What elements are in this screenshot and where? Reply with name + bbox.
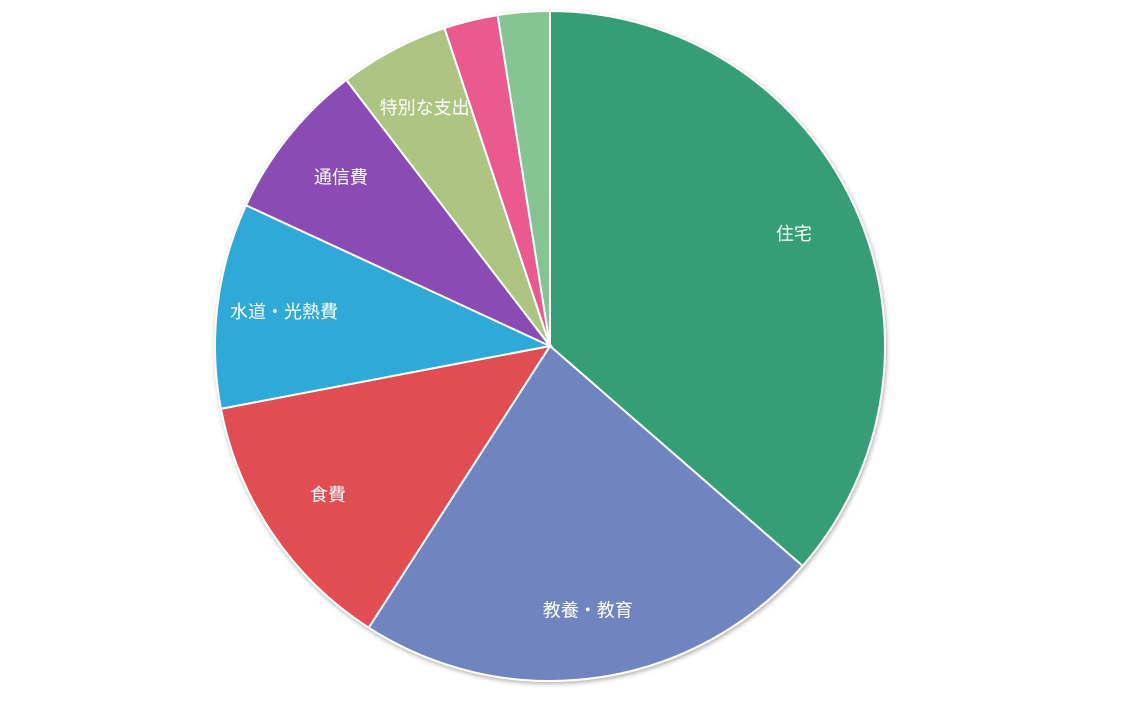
pie-slice [219,344,553,630]
pie-slice [367,344,805,682]
slice-label: 水道・光熱費 [230,302,338,323]
pie-slice [244,78,551,347]
pie-slice [496,9,551,347]
slice-label: 住宅 [776,224,812,245]
slice-label: 教養・教育 [543,600,633,621]
pie-slice [214,203,554,410]
pie-slice [549,9,886,568]
slice-label: 特別な支出 [380,98,470,119]
slice-label: 通信費 [314,167,368,188]
pie [214,9,886,682]
slice-label: 食費 [310,485,346,506]
